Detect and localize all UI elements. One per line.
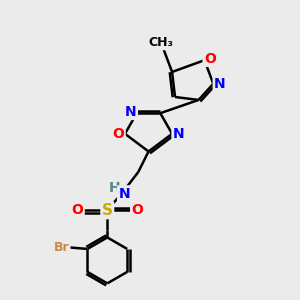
Text: N: N [125, 105, 137, 119]
Text: H: H [108, 181, 120, 195]
Text: N: N [214, 77, 226, 91]
Text: O: O [112, 127, 124, 141]
Text: CH₃: CH₃ [148, 36, 173, 49]
Text: Br: Br [54, 241, 69, 254]
Text: N: N [118, 187, 130, 201]
Text: O: O [71, 203, 83, 218]
Text: O: O [131, 203, 143, 218]
Text: S: S [102, 203, 113, 218]
Text: N: N [173, 127, 184, 141]
Text: O: O [204, 52, 216, 66]
